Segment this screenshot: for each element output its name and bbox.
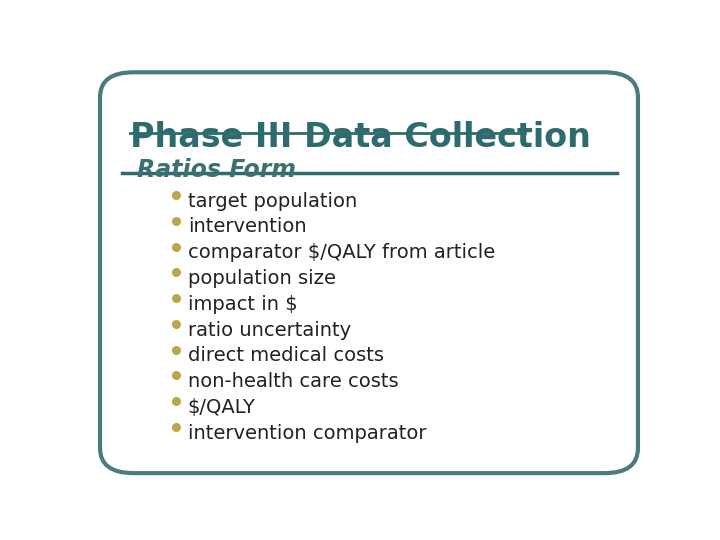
Text: Phase III Data Collection: Phase III Data Collection	[130, 121, 591, 154]
Text: direct medical costs: direct medical costs	[188, 346, 384, 365]
Text: impact in $: impact in $	[188, 295, 297, 314]
FancyBboxPatch shape	[100, 72, 638, 473]
Text: population size: population size	[188, 269, 336, 288]
Text: non-health care costs: non-health care costs	[188, 372, 398, 391]
Text: target population: target population	[188, 192, 357, 211]
Text: Ratios Form: Ratios Form	[138, 158, 297, 183]
Text: intervention: intervention	[188, 218, 306, 237]
Text: $/QALY: $/QALY	[188, 398, 256, 417]
Text: comparator $/QALY from article: comparator $/QALY from article	[188, 243, 495, 262]
Text: ratio uncertainty: ratio uncertainty	[188, 321, 351, 340]
Text: intervention comparator: intervention comparator	[188, 424, 426, 443]
